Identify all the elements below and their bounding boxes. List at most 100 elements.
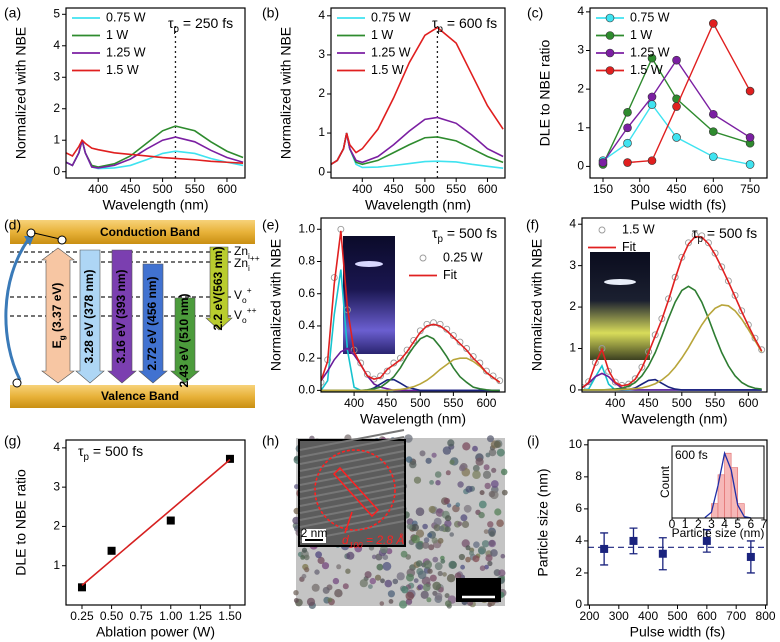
marker bbox=[363, 370, 371, 378]
legend-label: 0.75 W bbox=[106, 10, 146, 24]
y-tick-label: 5 bbox=[53, 6, 60, 20]
inset-x-tick-label: 7 bbox=[761, 517, 768, 531]
y-tick-label: 0 bbox=[569, 382, 576, 396]
marker bbox=[724, 277, 732, 285]
y-tick-label: 2 bbox=[318, 86, 325, 100]
plot-frame bbox=[587, 439, 768, 606]
y-axis-title: DLE to NBE ratio bbox=[537, 39, 553, 146]
x-tick-label: 300 bbox=[630, 182, 650, 196]
marker bbox=[377, 372, 385, 380]
nanoparticle bbox=[431, 537, 438, 544]
nanoparticle bbox=[322, 586, 330, 594]
y-tick-label: 3 bbox=[318, 47, 325, 61]
marker bbox=[605, 48, 615, 58]
level-label: Vo++ bbox=[234, 305, 257, 325]
x-axis-title: Wavelength (nm) bbox=[360, 411, 466, 427]
plot-area bbox=[598, 19, 755, 169]
nanoparticle bbox=[490, 480, 499, 488]
marker bbox=[396, 354, 404, 362]
text-part: τ bbox=[78, 443, 84, 459]
text-part: (3.37 eV) bbox=[50, 283, 64, 336]
marker bbox=[709, 19, 718, 28]
spacing-marker bbox=[332, 466, 380, 518]
x-tick-label: 600 bbox=[217, 182, 237, 196]
electron-trail bbox=[33, 232, 61, 240]
band-label: Conduction Band bbox=[100, 225, 200, 239]
nanoparticle bbox=[448, 560, 457, 570]
marker bbox=[77, 583, 86, 592]
inset-x-tick-label: 2 bbox=[695, 517, 702, 531]
x-tick-label: 450 bbox=[639, 396, 659, 410]
text-part: d bbox=[342, 533, 349, 547]
nanoparticle bbox=[500, 468, 508, 476]
y-tick-label: 4 bbox=[575, 533, 582, 547]
nanoparticle bbox=[417, 570, 427, 580]
nanoparticle bbox=[472, 464, 480, 472]
legend-label: 1 W bbox=[630, 28, 652, 42]
y-tick-label: 3 bbox=[577, 43, 584, 57]
panel-label: (b) bbox=[262, 5, 279, 21]
nanoparticle bbox=[478, 548, 485, 555]
y-tick-label: 4 bbox=[569, 216, 576, 230]
x-tick-label: 750 bbox=[740, 182, 760, 196]
marker bbox=[698, 232, 706, 240]
plot-frame bbox=[320, 217, 506, 393]
nanoparticle bbox=[432, 556, 439, 563]
nanoparticle bbox=[304, 567, 310, 573]
nanoparticle bbox=[454, 572, 462, 579]
y-tick-label: 3 bbox=[53, 69, 60, 83]
nanoparticle bbox=[415, 507, 425, 516]
nanoparticle bbox=[419, 450, 426, 457]
series-line bbox=[321, 378, 500, 392]
y-tick-label: 4 bbox=[53, 440, 60, 454]
nanoparticle bbox=[443, 497, 450, 505]
x-tick-label: 450 bbox=[667, 182, 687, 196]
legend-label: 0.25 W bbox=[443, 250, 483, 264]
x-tick-label: 600 bbox=[738, 396, 758, 410]
nanoparticle bbox=[488, 448, 497, 457]
inset-x-tick-label: 4 bbox=[721, 517, 728, 531]
nanoparticle bbox=[332, 577, 340, 585]
x-tick-label: 450 bbox=[120, 182, 140, 196]
transition-label: 2.72 eV (456 nm) bbox=[145, 276, 159, 370]
electron bbox=[26, 228, 36, 238]
x-tick-label: 0.25 bbox=[70, 609, 94, 623]
nanoparticle bbox=[432, 581, 442, 591]
nanoparticle bbox=[442, 572, 447, 577]
inset-x-title: Particle size (nm) bbox=[672, 526, 765, 540]
excitation-arrow bbox=[4, 239, 30, 381]
marker bbox=[758, 346, 766, 354]
nanoparticle bbox=[485, 452, 491, 458]
y-tick-label: 1 bbox=[53, 132, 60, 146]
y-tick-label: 3 bbox=[569, 258, 576, 272]
marker bbox=[321, 378, 325, 386]
y-tick-label: 2 bbox=[575, 565, 582, 579]
text-part: i bbox=[248, 251, 250, 261]
y-axis-title: Normalized with NBE bbox=[529, 239, 545, 371]
nanoparticle bbox=[371, 554, 377, 560]
marker bbox=[647, 100, 657, 109]
x-tick-label: 1.50 bbox=[218, 609, 242, 623]
lattice-fringe bbox=[299, 478, 405, 500]
marker bbox=[702, 536, 711, 545]
nanoparticle bbox=[500, 553, 506, 559]
nanoparticle bbox=[459, 464, 466, 472]
nanoparticle bbox=[461, 520, 470, 529]
nanoparticle bbox=[483, 529, 489, 534]
y-axis-title: Normalized with NBE bbox=[13, 27, 29, 159]
panel: 400 450 500 550 600 0 1 2 3 4 5 Wavelength (nm) Norm… bbox=[4, 5, 246, 213]
nanoparticle bbox=[294, 484, 299, 490]
nanoparticle bbox=[460, 564, 465, 570]
marker bbox=[647, 92, 657, 102]
nanoparticle bbox=[482, 470, 492, 479]
plot-frame bbox=[65, 7, 246, 179]
inset-annotation: 600 fs bbox=[675, 448, 708, 462]
nanoparticle bbox=[382, 561, 392, 571]
nanoparticle bbox=[392, 578, 399, 585]
nanoparticle bbox=[405, 456, 413, 463]
marker bbox=[623, 108, 632, 117]
marker bbox=[647, 156, 657, 165]
text-part: 2.72 eV (456 nm) bbox=[145, 276, 159, 370]
panel-label: (d) bbox=[4, 217, 21, 233]
